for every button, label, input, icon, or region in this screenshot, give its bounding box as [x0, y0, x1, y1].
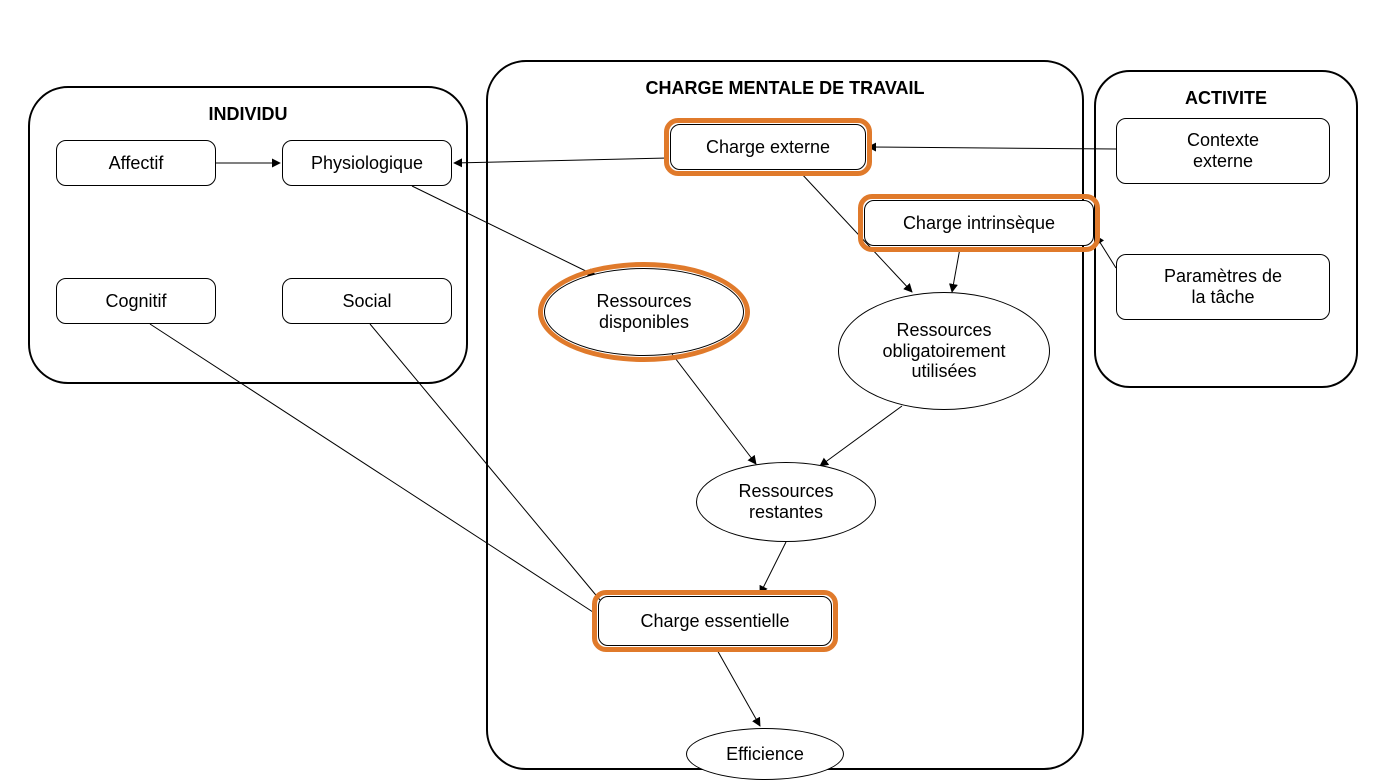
node-efficience: Efficience: [686, 728, 844, 780]
node-contexte: Contexteexterne: [1116, 118, 1330, 184]
node-ress_dispo: Ressourcesdisponibles: [544, 268, 744, 356]
group-title-activite: ACTIVITE: [1094, 88, 1358, 109]
node-charge_intr: Charge intrinsèque: [864, 200, 1094, 246]
node-param_tache: Paramètres dela tâche: [1116, 254, 1330, 320]
group-title-charge: CHARGE MENTALE DE TRAVAIL: [486, 78, 1084, 99]
node-ress_rest: Ressourcesrestantes: [696, 462, 876, 542]
group-title-individu: INDIVIDU: [28, 104, 468, 125]
node-ress_oblig: Ressourcesobligatoirementutilisées: [838, 292, 1050, 410]
diagram-canvas: INDIVIDU CHARGE MENTALE DE TRAVAIL ACTIVIT…: [0, 0, 1386, 776]
node-charge_externe: Charge externe: [670, 124, 866, 170]
node-charge_ess: Charge essentielle: [598, 596, 832, 646]
node-physiologique: Physiologique: [282, 140, 452, 186]
node-cognitif: Cognitif: [56, 278, 216, 324]
group-individu: [28, 86, 468, 384]
node-affectif: Affectif: [56, 140, 216, 186]
node-social: Social: [282, 278, 452, 324]
